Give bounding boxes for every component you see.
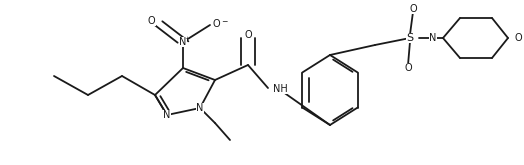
Text: N: N [196, 103, 204, 113]
Text: O: O [244, 30, 252, 40]
Text: O: O [514, 33, 522, 43]
Text: O: O [213, 19, 221, 29]
Text: O: O [409, 4, 417, 14]
Text: +: + [184, 36, 190, 41]
Text: N: N [163, 110, 171, 120]
Text: N: N [429, 33, 436, 43]
Text: −: − [221, 17, 227, 26]
Text: O: O [404, 63, 412, 73]
Text: S: S [407, 33, 413, 43]
Text: NH: NH [273, 84, 288, 94]
Text: O: O [148, 16, 156, 26]
Text: N: N [179, 37, 187, 47]
